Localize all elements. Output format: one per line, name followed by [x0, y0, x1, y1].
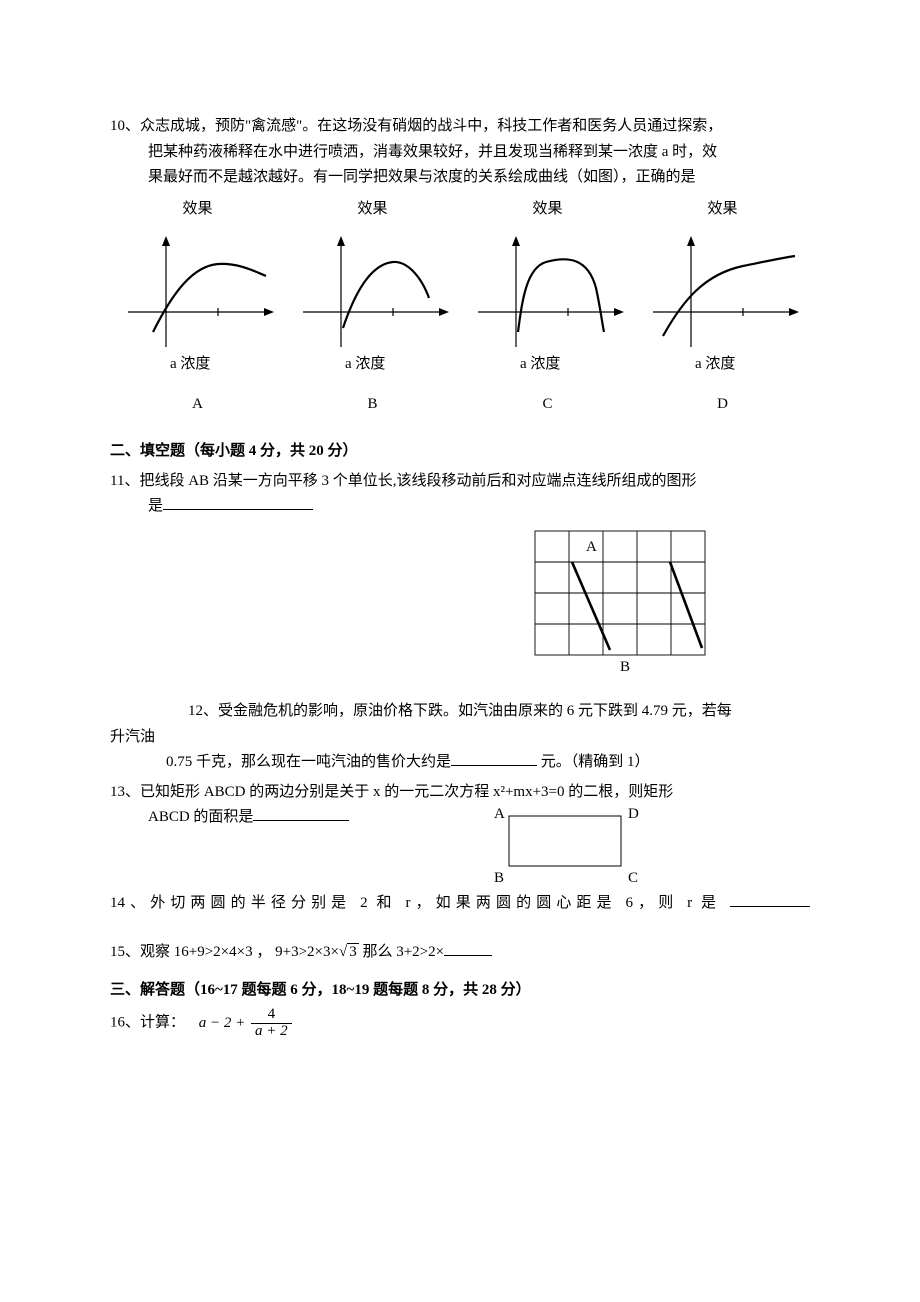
q10-chartA-xlabel: a 浓度	[170, 352, 285, 378]
q10-number: 10、	[110, 118, 140, 134]
q10-line1: 10、众志成城，预防"禽流感"。在这场没有硝烟的战斗中，科技工作者和医务人员通过…	[110, 114, 810, 140]
chart-C-svg	[468, 232, 628, 352]
q10-chart-C: a 浓度	[460, 232, 635, 378]
q10-chartD-xlabel: a 浓度	[695, 352, 810, 378]
q11-segment-2	[670, 562, 702, 648]
q11-line1: 11、把线段 AB 沿某一方向平移 3 个单位长,该线段移动前后和对应端点连线所…	[110, 469, 810, 495]
chart-D-curve	[663, 256, 795, 336]
section-3-heading: 三、解答题（16~17 题每题 6 分，18~19 题每题 8 分，共 28 分…	[110, 978, 810, 1004]
q10-chartB-xlabel: a 浓度	[345, 352, 460, 378]
q10-chartC-ylabel: 效果	[460, 197, 635, 223]
chart-B-svg	[293, 232, 453, 352]
chart-D-svg	[643, 232, 803, 352]
q10-charts: a 浓度 a 浓度	[110, 232, 810, 378]
q10-option-C: C	[460, 392, 635, 418]
q13-text-a: 已知矩形 ABCD 的两边分别是关于 x 的一元二次方程 x²+mx+3=0 的…	[140, 784, 673, 800]
q13-number: 13、	[110, 784, 140, 800]
q14-blank	[730, 892, 810, 907]
q10-options: A B C D	[110, 392, 810, 418]
q11-text-b: 是	[148, 498, 163, 514]
page: 10、众志成城，预防"禽流感"。在这场没有硝烟的战斗中，科技工作者和医务人员通过…	[0, 0, 920, 1080]
q10-top-labels: 效果 效果 效果 效果	[110, 197, 810, 227]
q13-line2: ABCD 的面积是	[110, 805, 810, 831]
chart-B-curve	[343, 262, 429, 328]
q10-chartC-xlabel: a 浓度	[520, 352, 635, 378]
question-12: 12、受金融危机的影响，原油价格下跌。如汽油由原来的 6 元下跌到 4.79 元…	[110, 699, 810, 776]
q10-chartD-ylabel: 效果	[635, 197, 810, 223]
q12-line1b: 升汽油	[110, 725, 810, 751]
q15-part2: 那么 3+2>2×	[359, 944, 444, 960]
q13-label-C: C	[628, 870, 638, 886]
q10-line2: 把某种药液稀释在水中进行喷洒，消毒效果较好，并且发现当稀释到某一浓度 a 时，效	[110, 140, 810, 166]
q11-number: 11、	[110, 473, 139, 489]
q13-line1: 13、已知矩形 ABCD 的两边分别是关于 x 的一元二次方程 x²+mx+3=…	[110, 780, 810, 806]
q15-sqrt-radicand: 3	[347, 943, 359, 960]
section-2-heading: 二、填空题（每小题 4 分，共 20 分）	[110, 439, 810, 465]
q11-grid-figure: A B	[530, 526, 810, 686]
q10-option-B: B	[285, 392, 460, 418]
question-15: 15、观察 16+9>2×4×3 ， 9+3>2×3×√3 那么 3+2>2×	[110, 940, 810, 966]
q10-line3: 果最好而不是越浓越好。有一同学把效果与浓度的关系绘成曲线（如图），正确的是	[110, 165, 810, 191]
q16-frac-den: a + 2	[251, 1024, 292, 1040]
q10-option-D: D	[635, 392, 810, 418]
q13-text-b: ABCD 的面积是	[148, 809, 253, 825]
chart-A-svg	[118, 232, 278, 352]
q13-label-B: B	[494, 870, 504, 886]
q11-segment-1	[572, 562, 610, 650]
q12-line2: 0.75 千克，那么现在一吨汽油的售价大约是 元。（精确到 1）	[110, 750, 810, 776]
question-10: 10、众志成城，预防"禽流感"。在这场没有硝烟的战斗中，科技工作者和医务人员通过…	[110, 114, 810, 417]
q11-text-a: 把线段 AB 沿某一方向平移 3 个单位长,该线段移动前后和对应端点连线所组成的…	[139, 473, 696, 489]
q16-lhs: a − 2 +	[199, 1015, 246, 1031]
q13-label-A: A	[494, 806, 505, 822]
q15-number: 15、	[110, 944, 140, 960]
q10-text1: 众志成城，预防"禽流感"。在这场没有硝烟的战斗中，科技工作者和医务人员通过探索，	[140, 118, 722, 134]
q16-frac-num: 4	[251, 1007, 292, 1024]
q10-chart-D: a 浓度	[635, 232, 810, 378]
q10-chartB-ylabel: 效果	[285, 197, 460, 223]
q11-label-B: B	[620, 659, 630, 675]
q12-text-d: 元。（精确到 1）	[537, 754, 650, 770]
q11-blank	[163, 495, 313, 510]
q12-number: 12、	[188, 703, 218, 719]
q11-grid-svg: A B	[530, 526, 720, 676]
q10-chart-B: a 浓度	[285, 232, 460, 378]
q11-line2: 是	[110, 494, 810, 520]
q12-text-c: 0.75 千克，那么现在一吨汽油的售价大约是	[166, 754, 451, 770]
q12-line1: 12、受金融危机的影响，原油价格下跌。如汽油由原来的 6 元下跌到 4.79 元…	[110, 699, 810, 725]
q16-number: 16、	[110, 1015, 140, 1031]
question-11: 11、把线段 AB 沿某一方向平移 3 个单位长,该线段移动前后和对应端点连线所…	[110, 469, 810, 686]
q13-rect-figure: A D B C	[480, 802, 650, 898]
question-16: 16、计算： a − 2 + 4 a + 2	[110, 1007, 810, 1040]
question-13: 13、已知矩形 ABCD 的两边分别是关于 x 的一元二次方程 x²+mx+3=…	[110, 780, 810, 887]
q13-blank	[253, 806, 349, 821]
q10-chart-A: a 浓度	[110, 232, 285, 378]
q15-sqrt: √3	[339, 940, 359, 966]
q14-number: 14	[110, 895, 125, 911]
q15-part1: 观察 16+9>2×4×3 ， 9+3>2×3×	[140, 944, 339, 960]
chart-C-curve	[518, 259, 604, 332]
q13-label-D: D	[628, 806, 639, 822]
q11-label-A: A	[586, 539, 597, 555]
question-14: 14、外切两圆的半径分别是 2 和 r，如果两圆的圆心距是 6，则 r 是	[110, 891, 810, 917]
q10-chartA-ylabel: 效果	[110, 197, 285, 223]
q10-option-A: A	[110, 392, 285, 418]
q13-rect-svg: A D B C	[480, 802, 650, 888]
q12-blank	[451, 751, 537, 766]
q16-frac: 4 a + 2	[251, 1007, 292, 1040]
q12-text-a: 受金融危机的影响，原油价格下跌。如汽油由原来的 6 元下跌到 4.79 元，若每	[218, 703, 732, 719]
q15-blank	[444, 941, 492, 956]
q16-label: 计算：	[140, 1015, 185, 1031]
q16-expr: a − 2 + 4 a + 2	[199, 1015, 294, 1031]
chart-A-curve	[153, 264, 266, 332]
